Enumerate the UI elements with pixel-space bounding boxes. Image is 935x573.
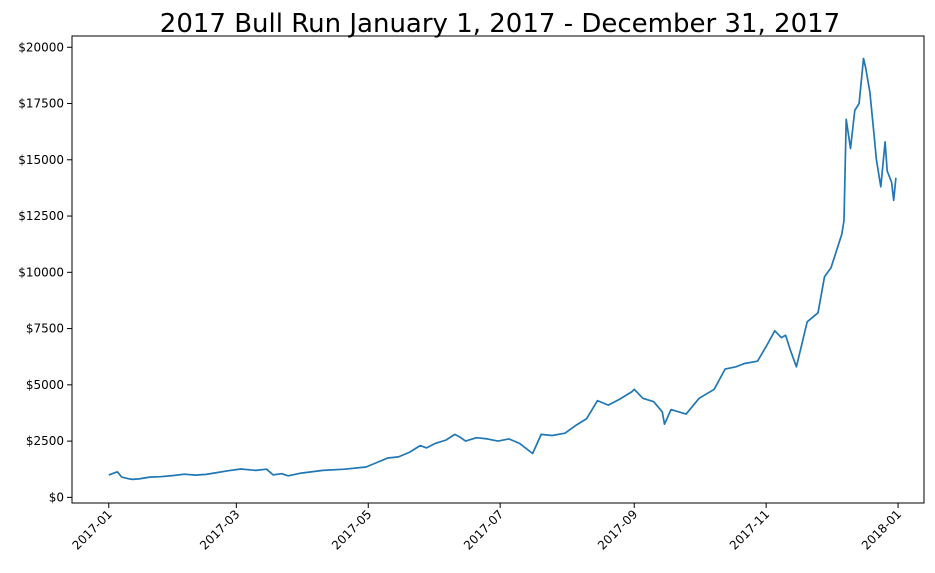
- price-series-line: [108, 57, 897, 481]
- chart-title: 2017 Bull Run January 1, 2017 - December…: [160, 9, 840, 39]
- y-tick-label: $5000: [26, 378, 64, 392]
- y-tick-label: $17500: [18, 97, 64, 111]
- x-tick-label: 2017-05: [329, 507, 374, 552]
- y-tick-label: $7500: [26, 322, 64, 336]
- x-tick-label: 2018-01: [859, 507, 904, 552]
- y-axis: $0 $2500 $5000 $7500 $10000 $12500 $15000 $1750…: [18, 40, 72, 504]
- y-tick-label: $20000: [18, 40, 64, 54]
- x-tick-label: 2017-01: [70, 507, 115, 552]
- y-tick-label: $10000: [18, 265, 64, 279]
- y-tick-label: $12500: [18, 209, 64, 223]
- y-tick-label: $0: [49, 490, 64, 504]
- x-tick-label: 2017-03: [197, 507, 242, 552]
- plot-area-frame: [71, 35, 925, 504]
- x-axis: 2017-01 2017-03 2017-05 2017-07 2017-09 2017-…: [70, 503, 904, 553]
- x-tick-label: 2017-11: [727, 507, 772, 552]
- x-tick-label: 2017-07: [461, 507, 506, 552]
- y-tick-label: $2500: [26, 434, 64, 448]
- x-tick-label: 2017-09: [595, 507, 640, 552]
- y-tick-label: $15000: [18, 153, 64, 167]
